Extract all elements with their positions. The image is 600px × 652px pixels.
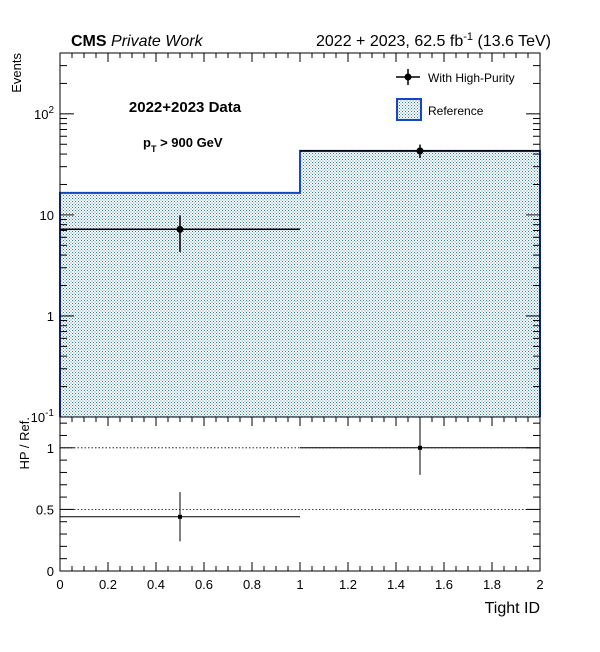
pt-cut-label: pT > 900 GeV <box>143 135 223 154</box>
ratio-y-axis-label: HP / Ref. <box>17 417 32 470</box>
ratio-point <box>178 514 182 519</box>
x-tick-label: 1 <box>296 577 303 592</box>
reference-histogram <box>59 149 541 417</box>
legend-reference-label: Reference <box>428 104 484 118</box>
ratio-y-tick-label: 0.5 <box>36 502 54 517</box>
data-point <box>416 147 424 155</box>
main-panel: 10-1 1 10 102 Events 2022+2023 Data pT > 90… <box>9 52 541 425</box>
legend-data-label: With High-Purity <box>428 71 515 85</box>
legend-data-marker-dot <box>404 73 412 81</box>
y-tick-label: 10 <box>40 208 54 223</box>
ratio-y-tick-label: 0 <box>47 564 54 579</box>
dataset-label: 2022+2023 Data <box>129 99 242 116</box>
x-tick-label: 2 <box>536 577 543 592</box>
x-tick-label: 1.2 <box>339 577 357 592</box>
ratio-panel: 00.51 0 0.2 0.4 0.6 0.8 1 1.2 1.4 1.6 1.8 2 HP / R… <box>17 416 544 617</box>
x-axis: 0 0.2 0.4 0.6 0.8 1 1.2 1.4 1.6 1.8 2 <box>56 417 544 592</box>
x-tick-label: 0.2 <box>99 577 117 592</box>
main-y-axis-label: Events <box>9 53 24 93</box>
legend-reference-swatch <box>396 98 422 121</box>
data-points <box>60 144 540 252</box>
y-tick-label: 1 <box>47 309 54 324</box>
experiment-header: CMS Private Work <box>71 33 204 50</box>
x-tick-label: 0 <box>56 577 63 592</box>
x-tick-label: 1.4 <box>387 577 405 592</box>
x-tick-label: 0.4 <box>147 577 165 592</box>
y-tick-label: 10-1 <box>31 408 55 425</box>
ratio-points <box>60 420 540 542</box>
x-tick-label: 0.6 <box>195 577 213 592</box>
x-tick-label: 1.6 <box>435 577 453 592</box>
legend: With High-Purity Reference <box>396 69 515 121</box>
ratio-reference-lines <box>60 447 540 510</box>
x-axis-label: Tight ID <box>485 600 540 617</box>
data-point <box>176 225 184 233</box>
main-x-ticks <box>59 53 541 62</box>
ratio-point <box>418 445 422 450</box>
y-tick-label: 102 <box>34 105 54 122</box>
x-tick-label: 1.8 <box>483 577 501 592</box>
ratio-y-axis: 00.51 <box>36 422 540 579</box>
lumi-header: 2022 + 2023, 62.5 fb-1 (13.6 TeV) <box>316 31 551 50</box>
x-tick-label: 0.8 <box>243 577 261 592</box>
ratio-frame <box>59 416 541 572</box>
ratio-y-tick-label: 1 <box>47 441 54 456</box>
